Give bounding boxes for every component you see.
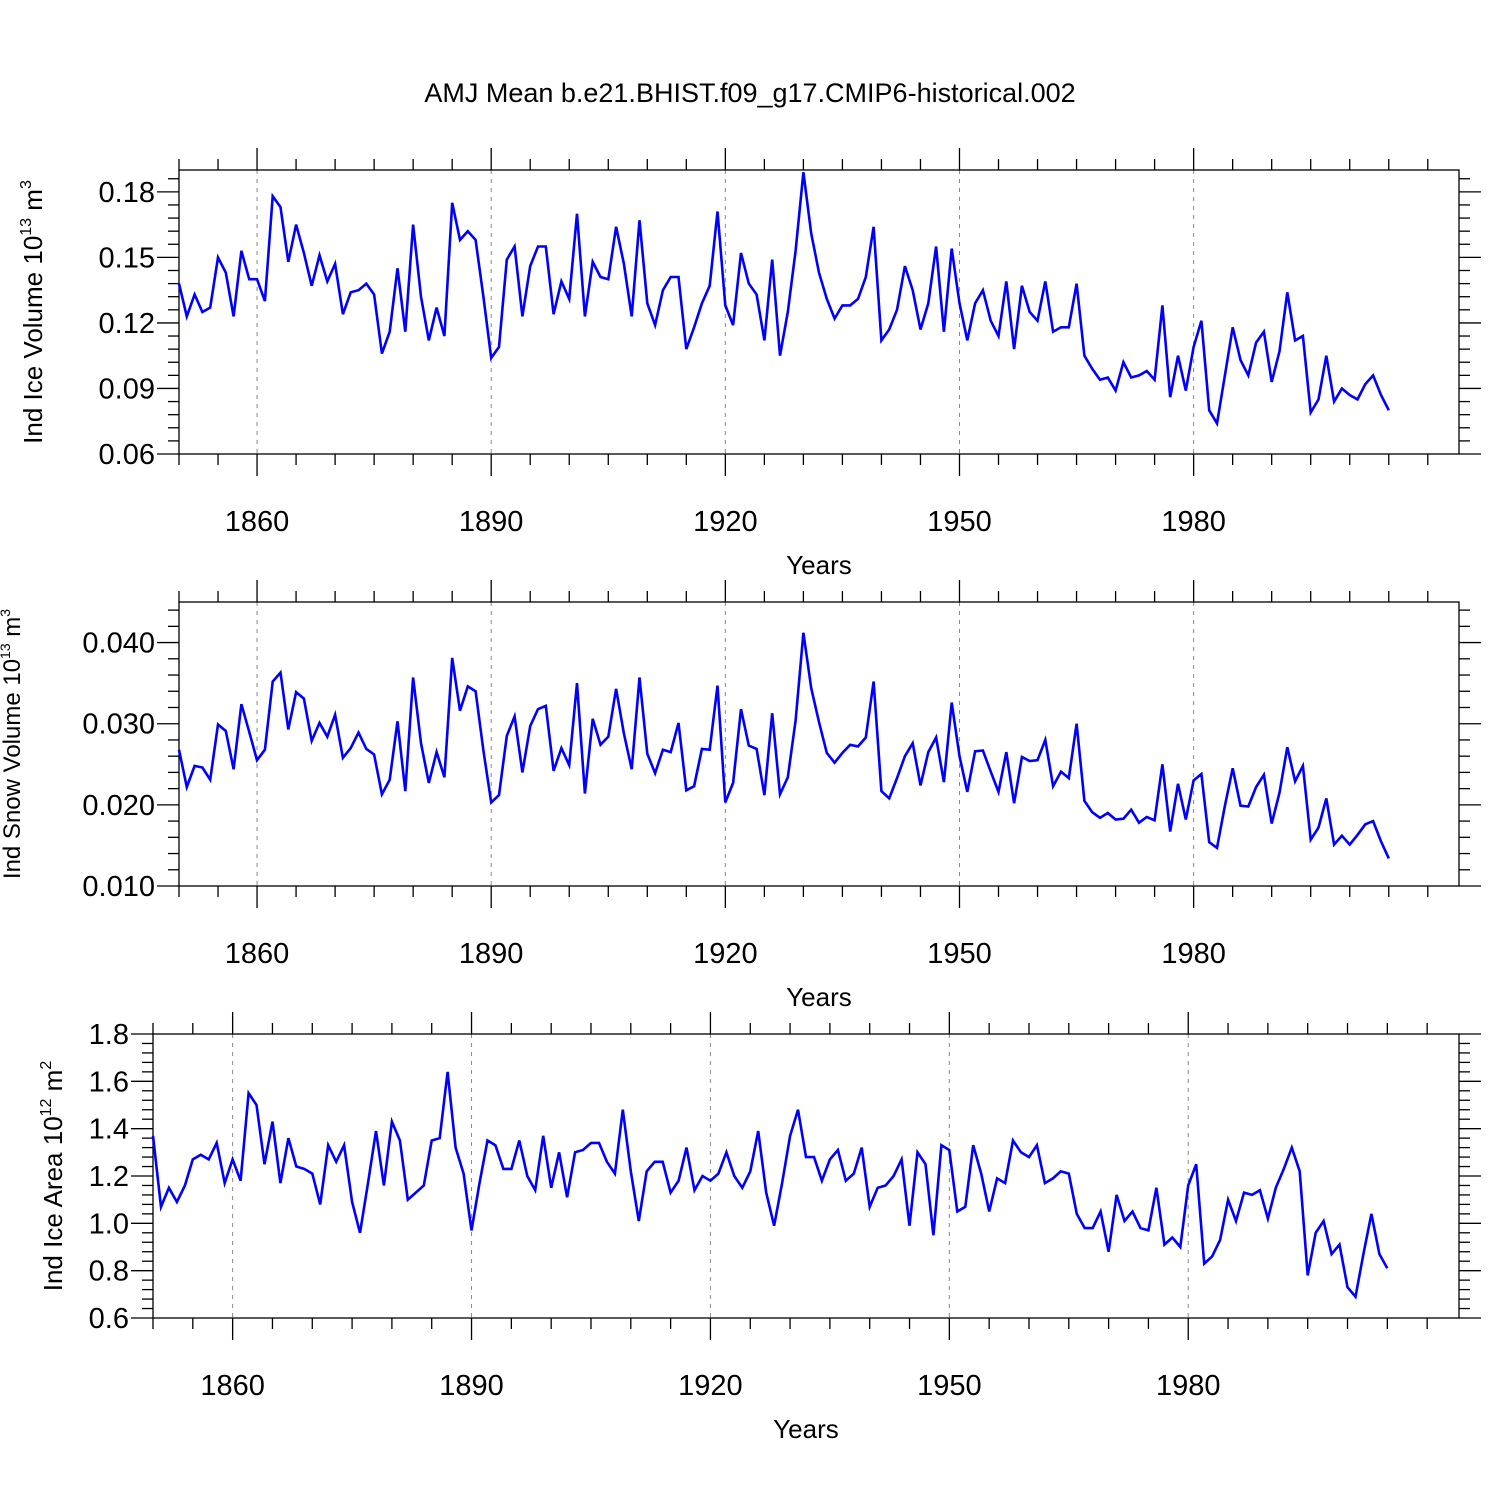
x-tick-label: 1860 bbox=[225, 506, 290, 538]
y-tick-label: 0.12 bbox=[99, 308, 155, 340]
y-tick-label: 0.06 bbox=[99, 439, 155, 471]
panel-3: 0.6 0.8 1.0 1.2 1.4 1.6 1.8 1860 1890 1920 1950 198… bbox=[38, 1012, 1481, 1444]
figure-title: AMJ Mean b.e21.BHIST.f09_g17.CMIP6-histo… bbox=[424, 78, 1076, 108]
y-tick-label: 1.2 bbox=[89, 1161, 129, 1193]
y-tick-label: 1.0 bbox=[89, 1208, 129, 1240]
y-axis-label: Ind Ice Area 1012 m2 bbox=[38, 1061, 68, 1292]
plot-frame bbox=[152, 1033, 1460, 1319]
x-tick-label: 1950 bbox=[927, 506, 992, 538]
y-tick-label: 0.8 bbox=[89, 1256, 129, 1288]
y-tick-label: 0.18 bbox=[99, 177, 155, 209]
x-tick-label: 1890 bbox=[439, 1370, 504, 1402]
series-line bbox=[177, 632, 1390, 859]
x-tick-label: 1950 bbox=[927, 938, 992, 970]
x-tick-label: 1950 bbox=[917, 1370, 982, 1402]
x-tick-label: 1920 bbox=[693, 506, 758, 538]
series-line bbox=[151, 1071, 1389, 1300]
y-tick-label: 0.6 bbox=[89, 1303, 129, 1335]
x-tick-label: 1890 bbox=[459, 938, 524, 970]
x-axis-label: Years bbox=[773, 1414, 839, 1444]
x-tick-label: 1890 bbox=[459, 506, 524, 538]
x-axis-label: Years bbox=[786, 982, 852, 1012]
x-axis-label: Years bbox=[786, 550, 852, 580]
x-tick-label: 1860 bbox=[225, 938, 290, 970]
x-tick-label: 1920 bbox=[693, 938, 758, 970]
plot-frame bbox=[178, 169, 1460, 455]
y-tick-label: 0.09 bbox=[99, 373, 155, 405]
y-tick-label: 0.010 bbox=[82, 871, 155, 903]
x-tick-label: 1920 bbox=[678, 1370, 743, 1402]
x-tick-label: 1860 bbox=[200, 1370, 265, 1402]
x-tick-label: 1980 bbox=[1156, 1370, 1221, 1402]
series-line bbox=[177, 172, 1390, 428]
y-tick-label: 1.6 bbox=[89, 1066, 129, 1098]
y-tick-label: 0.15 bbox=[99, 242, 155, 274]
y-axis-label: Ind Ice Volume 1013 m3 bbox=[18, 180, 48, 444]
y-tick-label: 0.040 bbox=[82, 628, 155, 660]
plot-frame bbox=[178, 601, 1460, 887]
y-tick-label: 0.030 bbox=[82, 709, 155, 741]
y-tick-label: 0.020 bbox=[82, 790, 155, 822]
y-tick-label: 1.4 bbox=[89, 1114, 129, 1146]
x-tick-label: 1980 bbox=[1161, 506, 1226, 538]
y-tick-label: 1.8 bbox=[89, 1019, 129, 1051]
y-axis-label: Ind Snow Volume 1013 m3 bbox=[0, 609, 26, 879]
x-tick-label: 1980 bbox=[1161, 938, 1226, 970]
panel-2: 0.010 0.020 0.030 0.040 1860 1890 1920 1950 1980… bbox=[0, 580, 1481, 1012]
panel-1: 0.06 0.09 0.12 0.15 0.18 1860 1890 1920 1950 1980… bbox=[18, 148, 1481, 580]
